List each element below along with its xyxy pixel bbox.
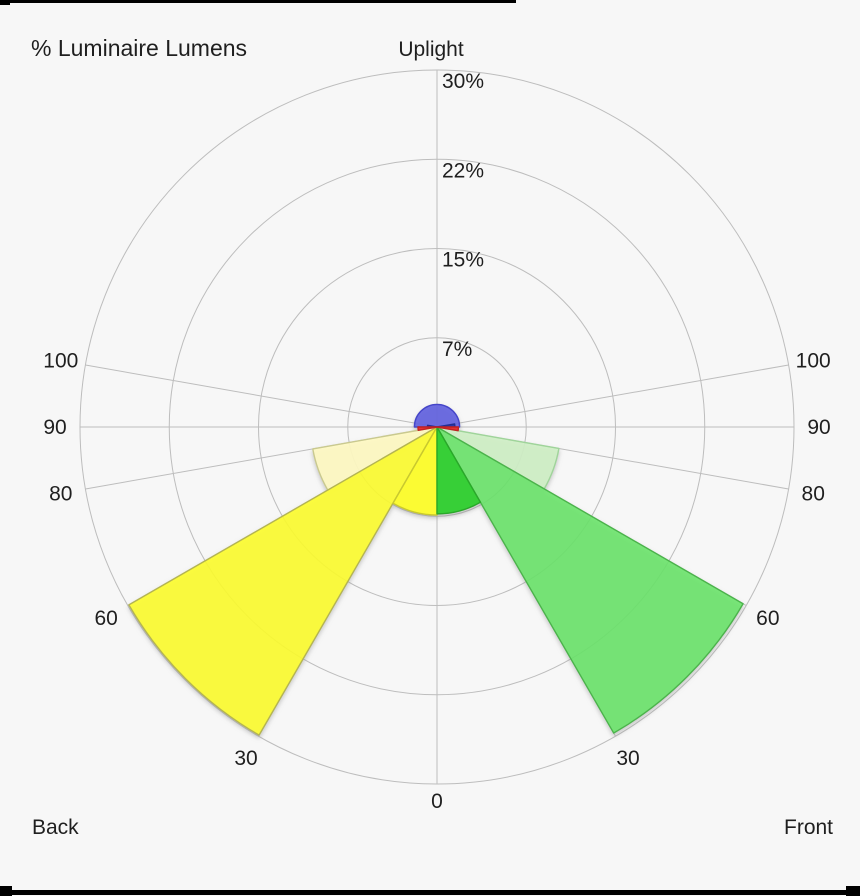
uplight-axis-label: Uplight bbox=[398, 38, 464, 61]
angle-label-60-front: 60 bbox=[756, 607, 779, 630]
edge-artifact-top-bar bbox=[0, 0, 516, 3]
angle-label-100-front: 100 bbox=[796, 350, 831, 373]
zone-wedge-front-very-high-80-90 bbox=[436, 426, 460, 432]
angle-label-80-front: 80 bbox=[802, 482, 825, 505]
angle-label-80-back: 80 bbox=[49, 482, 72, 505]
edge-artifact-bottom-bar bbox=[0, 890, 860, 895]
edge-artifact-bottom-right-corner bbox=[846, 886, 860, 896]
edge-artifact-top-left-corner bbox=[0, 0, 10, 5]
zone-wedge-front-low-0-30 bbox=[436, 426, 482, 515]
ring-label-30%: 30% bbox=[442, 70, 484, 93]
ring-label-22%: 22% bbox=[442, 159, 484, 182]
grid-spoke-100-back bbox=[85, 364, 438, 428]
zone-wedge-back-mid-30-60 bbox=[128, 426, 438, 736]
angle-label-60-back: 60 bbox=[94, 607, 117, 630]
zone-wedge-uplight-high-100-180 bbox=[413, 403, 461, 428]
angle-label-100-back: 100 bbox=[43, 350, 78, 373]
chart-title: % Luminaire Lumens bbox=[31, 35, 248, 61]
angle-label-30-front: 30 bbox=[616, 747, 639, 770]
zone-wedge-back-very-high-80-90 bbox=[417, 426, 438, 432]
angle-label-0-nadir: 0 bbox=[431, 790, 443, 813]
zone-wedge-back-low-0-30 bbox=[392, 426, 438, 516]
angle-label-90-back: 90 bbox=[43, 416, 66, 439]
ring-label-7%: 7% bbox=[442, 338, 472, 361]
front-side-label: Front bbox=[784, 816, 834, 839]
ring-label-15%: 15% bbox=[442, 249, 484, 272]
edge-artifact-bottom-left-corner bbox=[0, 886, 12, 896]
angle-label-90-front: 90 bbox=[807, 416, 830, 439]
back-side-label: Back bbox=[32, 816, 79, 839]
zone-wedge-front-mid-30-60 bbox=[436, 426, 744, 734]
zone-wedges-group bbox=[128, 403, 744, 736]
grid-spoke-100-front bbox=[436, 364, 789, 428]
angle-label-30-back: 30 bbox=[234, 747, 257, 770]
